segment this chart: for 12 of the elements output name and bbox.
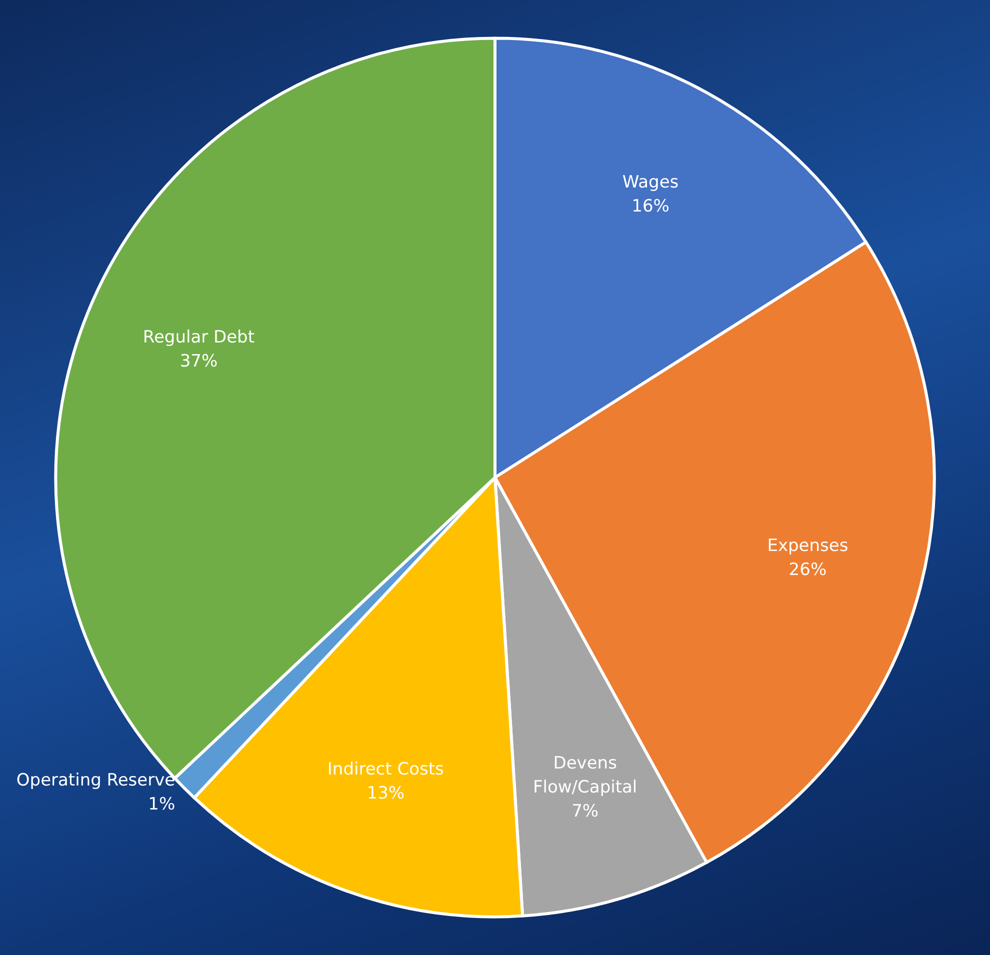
data-label: 16% xyxy=(632,196,670,217)
slice-label: Indirect Costs xyxy=(327,759,444,780)
data-label: 37% xyxy=(180,351,218,372)
data-label: 26% xyxy=(788,560,827,580)
slice-label: Operating Reserve xyxy=(16,770,176,790)
slice-label: Devens Flow/Capital xyxy=(532,754,638,798)
slice-label: Wages xyxy=(622,172,679,193)
slice-label: Regular Debt xyxy=(142,327,255,348)
data-label: 13% xyxy=(366,783,405,804)
slice-label: Expenses xyxy=(767,536,848,556)
data-label: 1% xyxy=(148,794,176,814)
data-label: 7% xyxy=(572,802,599,822)
